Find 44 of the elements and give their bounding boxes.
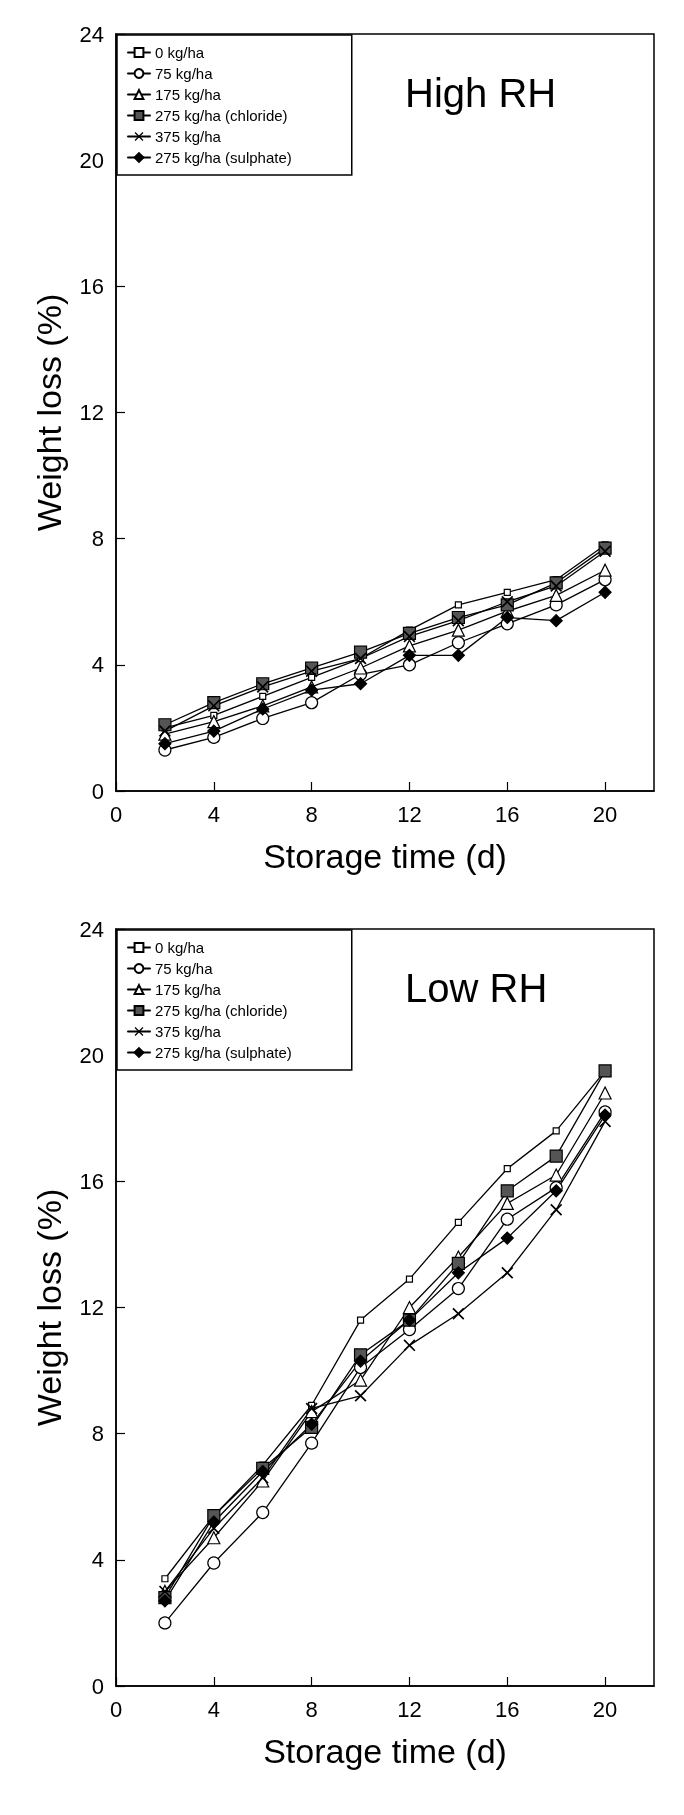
y-tick-label: 16 [79, 273, 104, 299]
legend-label: 0 kg/ha [155, 939, 205, 956]
y-tick-label: 20 [79, 1042, 104, 1068]
y-tick-label: 0 [91, 778, 104, 804]
x-tick-label: 16 [495, 1696, 520, 1722]
x-tick-label: 20 [592, 1696, 618, 1722]
y-axis-title: Weight loss (%) [30, 1188, 68, 1427]
y-tick-label: 0 [91, 1673, 104, 1699]
legend-label: 375 kg/ha [155, 1023, 222, 1040]
x-tick-label: 4 [207, 801, 220, 827]
x-tick-label: 12 [397, 801, 422, 827]
legend-label: 275 kg/ha (sulphate) [155, 1044, 292, 1061]
x-tick-label: 8 [305, 801, 318, 827]
x-tick-label: 12 [397, 1696, 422, 1722]
y-tick-label: 8 [91, 1421, 104, 1447]
x-tick-label: 0 [109, 801, 123, 827]
legend-label: 75 kg/ha [155, 960, 214, 977]
legend-label: 375 kg/ha [155, 128, 222, 145]
text: High RH [405, 71, 557, 115]
x-axis-title: Storage time (d) [263, 1732, 507, 1770]
y-tick-label: 12 [79, 1295, 104, 1320]
x-tick-label: 8 [305, 1696, 318, 1722]
y-tick-label: 8 [91, 526, 104, 552]
x-tick-label: 20 [592, 801, 618, 827]
x-tick-label: 16 [495, 801, 520, 827]
legend-label: 75 kg/ha [155, 65, 214, 82]
y-tick-label: 20 [79, 147, 104, 173]
legend-label: 0 kg/ha [155, 44, 205, 61]
legend-label: 175 kg/ha [155, 981, 222, 998]
legend-label: 275 kg/ha (chloride) [155, 1002, 288, 1019]
x-axis-title: Storage time (d) [263, 837, 507, 875]
y-tick-label: 4 [91, 1547, 104, 1573]
x-tick-label: 0 [109, 1696, 123, 1722]
legend-label: 275 kg/ha (chloride) [155, 107, 288, 124]
y-tick-label: 4 [91, 652, 104, 678]
legend-label: 275 kg/ha (sulphate) [155, 149, 292, 166]
y-tick-label: 16 [79, 1168, 104, 1194]
text: Low RH [405, 966, 548, 1010]
y-tick-label: 24 [79, 21, 104, 47]
y-axis-title: Weight loss (%) [30, 293, 68, 532]
legend-label: 175 kg/ha [155, 86, 222, 103]
y-tick-label: 24 [79, 916, 104, 942]
y-tick-label: 12 [79, 400, 104, 425]
x-tick-label: 4 [207, 1696, 220, 1722]
